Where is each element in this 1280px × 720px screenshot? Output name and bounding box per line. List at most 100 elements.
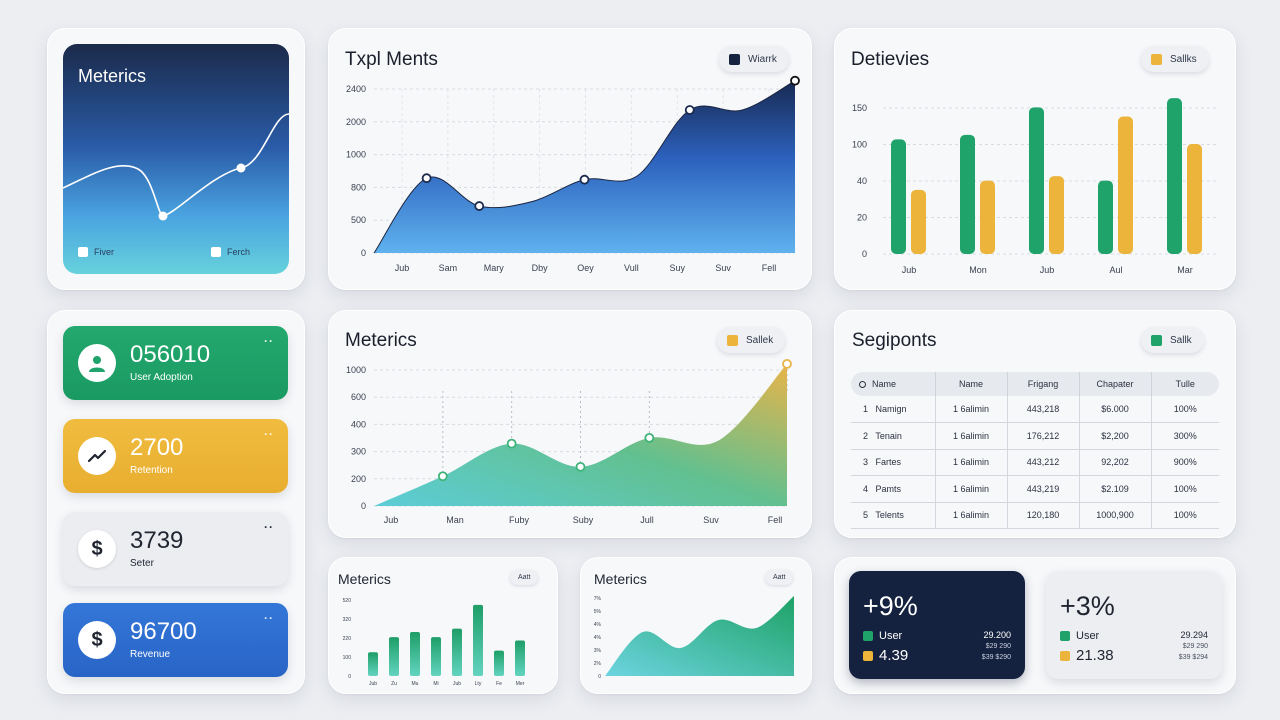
bar bbox=[1167, 98, 1182, 255]
table-legend[interactable]: Sallk bbox=[1141, 327, 1204, 353]
y-tick-label: 200 bbox=[351, 474, 366, 484]
legend-swatch bbox=[863, 650, 873, 661]
bar bbox=[891, 139, 906, 254]
table-row[interactable]: 4 Pamts 1 6alimin 443,219 $2.109 100% bbox=[851, 475, 1219, 503]
table-row[interactable]: 1 Namign 1 6alimin 443,218 $6.000 100% bbox=[851, 396, 1219, 423]
summary-value: $29 290 bbox=[985, 643, 1011, 650]
stat-user-adoption[interactable]: 056010 User Adoption ·· bbox=[63, 326, 288, 400]
table-cell: 1 6alimin bbox=[935, 396, 1008, 423]
data-point bbox=[575, 461, 586, 472]
table-header[interactable]: Name bbox=[851, 372, 936, 396]
y-tick-label: 400 bbox=[351, 419, 366, 429]
x-tick-label: Aul bbox=[1109, 265, 1122, 275]
mini1-card: Meterics Aatt 0 100 220 320 520 Jub Zu Mu Mi Jub L… bbox=[328, 557, 558, 694]
bar bbox=[473, 604, 483, 676]
table-header[interactable]: Name bbox=[935, 372, 1008, 396]
table-header[interactable]: Frigang bbox=[1007, 372, 1080, 396]
chart2-plot: 0 20 40 100 150 Jub Mon Jub Aul Mar bbox=[852, 98, 1219, 275]
stat-label: Revenue bbox=[130, 649, 171, 660]
y-tick-label: 4% bbox=[594, 622, 602, 628]
table-header[interactable]: Tulle bbox=[1151, 372, 1219, 396]
chart1-plot: 0 500 800 1000 2000 2400 Jub Sam Mary Dby Oey Vull… bbox=[346, 75, 800, 273]
x-tick-label: Man bbox=[446, 515, 464, 525]
y-tick-label: 0 bbox=[862, 249, 867, 259]
bar bbox=[1118, 116, 1133, 254]
bar bbox=[410, 632, 420, 676]
summary-value: $29 290 bbox=[1182, 643, 1208, 650]
more-icon[interactable]: ·· bbox=[264, 427, 274, 441]
y-tick-label: 2400 bbox=[346, 84, 366, 94]
chart1-card: Txpl Ments Wiarrk 0 500 800 1000 2000 2400 Ju… bbox=[328, 28, 812, 290]
chart1-title: Txpl Ments bbox=[345, 49, 438, 70]
stat-revenue[interactable]: $ 96700 Revenue ·· bbox=[63, 603, 288, 677]
summary-value: 29.200 bbox=[983, 630, 1011, 640]
data-point bbox=[790, 75, 800, 86]
x-tick-label: Suv bbox=[703, 515, 719, 525]
table-cell: 1 Namign bbox=[851, 396, 936, 423]
chart2-title: Detievies bbox=[851, 49, 930, 70]
chart3-plot: 0 200 300 400 600 1000 Jub Man Fuby Suby Jull Suv Fe… bbox=[346, 359, 792, 525]
summary-dark[interactable]: +9% User 4.39 29.200 $29 290 $39 $290 bbox=[849, 571, 1025, 679]
summary-light[interactable]: +3% User 21.38 29.294 $29 290 $39 $294 bbox=[1046, 571, 1222, 679]
y-tick-label: 7% bbox=[594, 596, 602, 602]
more-icon[interactable]: ·· bbox=[264, 611, 274, 625]
table-header[interactable]: Chapater bbox=[1079, 372, 1152, 396]
x-tick-label: Suby bbox=[573, 515, 594, 525]
chart1-legend[interactable]: Wiarrk bbox=[719, 46, 789, 72]
table-title: Segiponts bbox=[852, 330, 937, 351]
bar bbox=[980, 180, 995, 254]
stat-value: 056010 bbox=[130, 341, 211, 368]
y-tick-label: 2% bbox=[594, 661, 602, 667]
mini1-badge[interactable]: Aatt bbox=[510, 570, 539, 585]
bar bbox=[1049, 176, 1064, 254]
y-tick-label: 20 bbox=[857, 213, 867, 223]
table-row[interactable]: 2 Tenain 1 6alimin 176,212 $2,200 300% bbox=[851, 422, 1219, 450]
stat-value: 2700 bbox=[130, 434, 184, 461]
table-cell: 100% bbox=[1151, 396, 1219, 423]
mini2-title: Meterics bbox=[594, 571, 647, 587]
summary-value: 29.294 bbox=[1180, 630, 1208, 640]
bar bbox=[494, 650, 504, 676]
y-tick-label: 3% bbox=[594, 648, 602, 654]
x-tick-label: Vull bbox=[624, 263, 639, 273]
table-cell: 4 Pamts bbox=[851, 475, 936, 503]
table-cell: $2.109 bbox=[1079, 475, 1152, 503]
table-cell: 2 Tenain bbox=[851, 422, 936, 450]
table-cell: 120,180 bbox=[1007, 502, 1080, 529]
x-tick-label: Mu bbox=[412, 681, 419, 687]
table-cell: 1000,900 bbox=[1079, 502, 1152, 529]
chart2-legend[interactable]: Sallks bbox=[1141, 46, 1209, 72]
x-tick-label: Mon bbox=[969, 265, 987, 275]
summary-value: $39 $294 bbox=[1178, 654, 1208, 661]
hero-legend-1: Fiver bbox=[78, 247, 114, 257]
segments-table: Name Name Frigang Chapater Tulle 1 Namig… bbox=[851, 372, 1219, 529]
y-tick-label: 100 bbox=[852, 140, 867, 150]
stat-retention[interactable]: 2700 Retention ·· bbox=[63, 419, 288, 493]
stat-label: User Adoption bbox=[130, 372, 193, 383]
more-icon[interactable]: ·· bbox=[264, 520, 274, 534]
mini2-area bbox=[605, 596, 794, 676]
x-tick-label: Zu bbox=[391, 681, 397, 687]
hero-title: Meterics bbox=[78, 66, 147, 86]
y-tick-label: 0 bbox=[361, 501, 366, 511]
x-tick-label: Fell bbox=[768, 515, 783, 525]
y-tick-label: 300 bbox=[351, 447, 366, 457]
y-tick-label: 220 bbox=[343, 636, 352, 642]
more-icon[interactable]: ·· bbox=[264, 334, 274, 348]
table-row[interactable]: 3 Fartes 1 6alimin 443,212 92,202 900% bbox=[851, 449, 1219, 476]
stat-seter[interactable]: $ 3739 Seter ·· bbox=[63, 512, 288, 586]
table-cell: 1 6alimin bbox=[935, 502, 1008, 529]
table-cell: 443,218 bbox=[1007, 396, 1080, 423]
table-row[interactable]: 5 Telents 1 6alimin 120,180 1000,900 100% bbox=[851, 502, 1219, 529]
mini2-badge[interactable]: Aatt bbox=[765, 570, 794, 585]
user-icon bbox=[78, 344, 116, 382]
x-tick-label: Fell bbox=[762, 263, 777, 273]
y-tick-label: 150 bbox=[852, 103, 867, 113]
hero-sparkline bbox=[63, 113, 289, 221]
y-tick-label: 0 bbox=[598, 674, 601, 680]
summary-value: $39 $290 bbox=[981, 654, 1011, 661]
chart3-legend[interactable]: Sallek bbox=[717, 327, 786, 353]
bar bbox=[1098, 180, 1113, 254]
y-tick-label: 2000 bbox=[346, 117, 366, 127]
dollar-icon: $ bbox=[78, 530, 116, 568]
